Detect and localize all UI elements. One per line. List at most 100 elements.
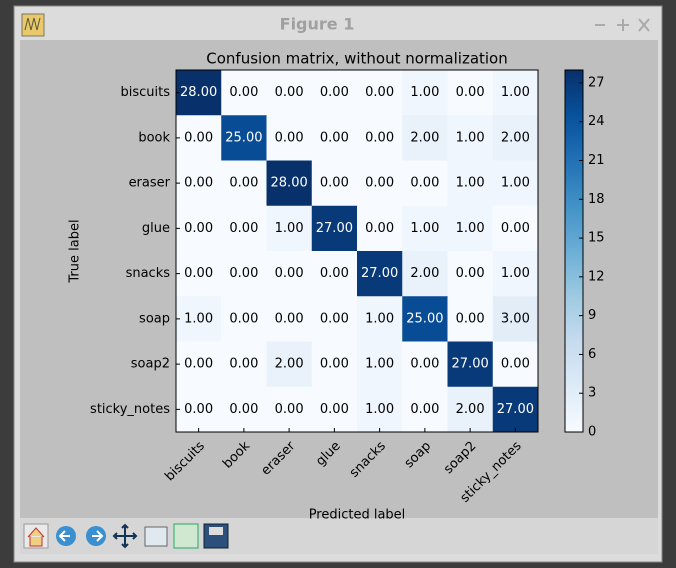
cell-label: 1.00 <box>410 85 439 100</box>
zoom-button[interactable] <box>144 526 168 547</box>
heatmap-cell <box>402 386 448 433</box>
cell-label: 0.00 <box>410 357 439 372</box>
cell-label: 2.00 <box>275 357 304 372</box>
cell-label: 0.00 <box>275 311 304 326</box>
cell-label: 0.00 <box>229 357 258 372</box>
subplots-button[interactable] <box>173 523 199 549</box>
heatmap-cell <box>492 70 539 116</box>
heatmap-cell <box>447 296 494 342</box>
heatmap-cell <box>176 386 222 433</box>
heatmap-cell <box>402 296 448 342</box>
heatmap-cell <box>266 205 313 252</box>
heatmap-cell <box>266 160 313 207</box>
cell-label: 0.00 <box>229 176 258 191</box>
cell-label: 0.00 <box>365 221 394 236</box>
cell-label: 0.00 <box>184 266 213 281</box>
cell-label: 0.00 <box>320 402 349 417</box>
cell-label: 27.00 <box>316 221 353 236</box>
heatmap-cell <box>492 386 539 433</box>
close-button-bar[interactable] <box>638 18 650 32</box>
colorbar-tick-label: 15 <box>588 231 605 246</box>
cell-label: 0.00 <box>275 85 304 100</box>
cell-label: 0.00 <box>320 266 349 281</box>
cell-label: 1.00 <box>456 221 485 236</box>
cell-label: 1.00 <box>365 357 394 372</box>
cell-label: 1.00 <box>501 176 530 191</box>
cell-label: 0.00 <box>229 311 258 326</box>
cell-label: 1.00 <box>184 311 213 326</box>
heatmap-cell <box>447 205 494 252</box>
cell-label: 0.00 <box>320 311 349 326</box>
cell-label: 2.00 <box>410 130 439 145</box>
cell-label: 0.00 <box>320 357 349 372</box>
cell-label: 0.00 <box>410 402 439 417</box>
heatmap-cell <box>357 205 403 252</box>
heatmap-cell <box>357 70 403 116</box>
cell-label: 0.00 <box>184 357 213 372</box>
heatmap-cell <box>402 115 448 161</box>
save-icon <box>209 527 223 535</box>
cell-label: 27.00 <box>497 402 534 417</box>
plot-area: 28.00 0.00 0.00 0.00 0.00 1.00 0.00 1.00 0.00 25.… <box>90 69 605 506</box>
cell-label: 0.00 <box>501 357 530 372</box>
cell-label: 0.00 <box>456 311 485 326</box>
heatmap-cell <box>357 251 403 297</box>
heatmap-cell <box>492 296 539 342</box>
y-tick-label: soap2 <box>131 357 170 372</box>
colorbar-tick-label: 6 <box>588 347 596 362</box>
cell-label: 0.00 <box>320 85 349 100</box>
cell-label: 28.00 <box>180 85 217 100</box>
heatmap-cell <box>221 115 267 161</box>
cell-label: 0.00 <box>229 85 258 100</box>
heatmap-cell <box>357 115 403 161</box>
forward-icon <box>92 530 104 542</box>
heatmap-cell <box>357 386 403 433</box>
cell-label: 1.00 <box>275 221 304 236</box>
colorbar-tick-label: 3 <box>588 386 596 401</box>
cell-label: 0.00 <box>275 266 304 281</box>
heatmap-cell <box>221 296 267 342</box>
y-tick-label: soap <box>139 311 170 326</box>
app-icon <box>21 13 45 37</box>
chart-title: Confusion matrix, without normalization <box>206 50 508 68</box>
colorbar <box>564 69 584 433</box>
heatmap-cell <box>311 251 358 297</box>
heatmap-cell <box>357 341 403 388</box>
heatmap-cell <box>447 386 494 433</box>
y-tick-label: biscuits <box>120 85 170 100</box>
heatmap-cell <box>311 205 358 252</box>
cell-label: 25.00 <box>225 130 262 145</box>
heatmap-cell <box>402 160 448 207</box>
heatmap-cell <box>311 296 358 342</box>
heatmap-cell <box>176 70 222 116</box>
y-tick-label: sticky_notes <box>90 402 170 417</box>
heatmap-cell <box>447 341 494 388</box>
cell-label: 1.00 <box>456 130 485 145</box>
pan-button[interactable] <box>112 523 138 549</box>
app-icon-glyph <box>24 17 41 31</box>
cell-label: 0.00 <box>275 130 304 145</box>
cell-label: 25.00 <box>406 311 443 326</box>
window-controls[interactable] <box>595 18 650 32</box>
cell-label: 0.00 <box>320 130 349 145</box>
heatmap-cell <box>492 115 539 161</box>
heatmap-cell <box>176 115 222 161</box>
cell-label: 2.00 <box>501 130 530 145</box>
heatmap-cell <box>266 251 313 297</box>
heatmap-cell <box>402 205 448 252</box>
heatmap-cell <box>311 386 358 433</box>
heatmap-cell <box>176 341 222 388</box>
toolbar-buttons <box>23 523 229 549</box>
heatmap-cell <box>311 341 358 388</box>
cell-label: 0.00 <box>320 176 349 191</box>
y-axis-label: True label <box>68 219 83 283</box>
cell-label: 0.00 <box>456 85 485 100</box>
cell-label: 27.00 <box>452 357 489 372</box>
cell-label: 3.00 <box>501 311 530 326</box>
heatmap-cell <box>492 205 539 252</box>
cell-label: 0.00 <box>275 402 304 417</box>
heatmap-cell <box>176 296 222 342</box>
heatmap-cell <box>266 115 313 161</box>
